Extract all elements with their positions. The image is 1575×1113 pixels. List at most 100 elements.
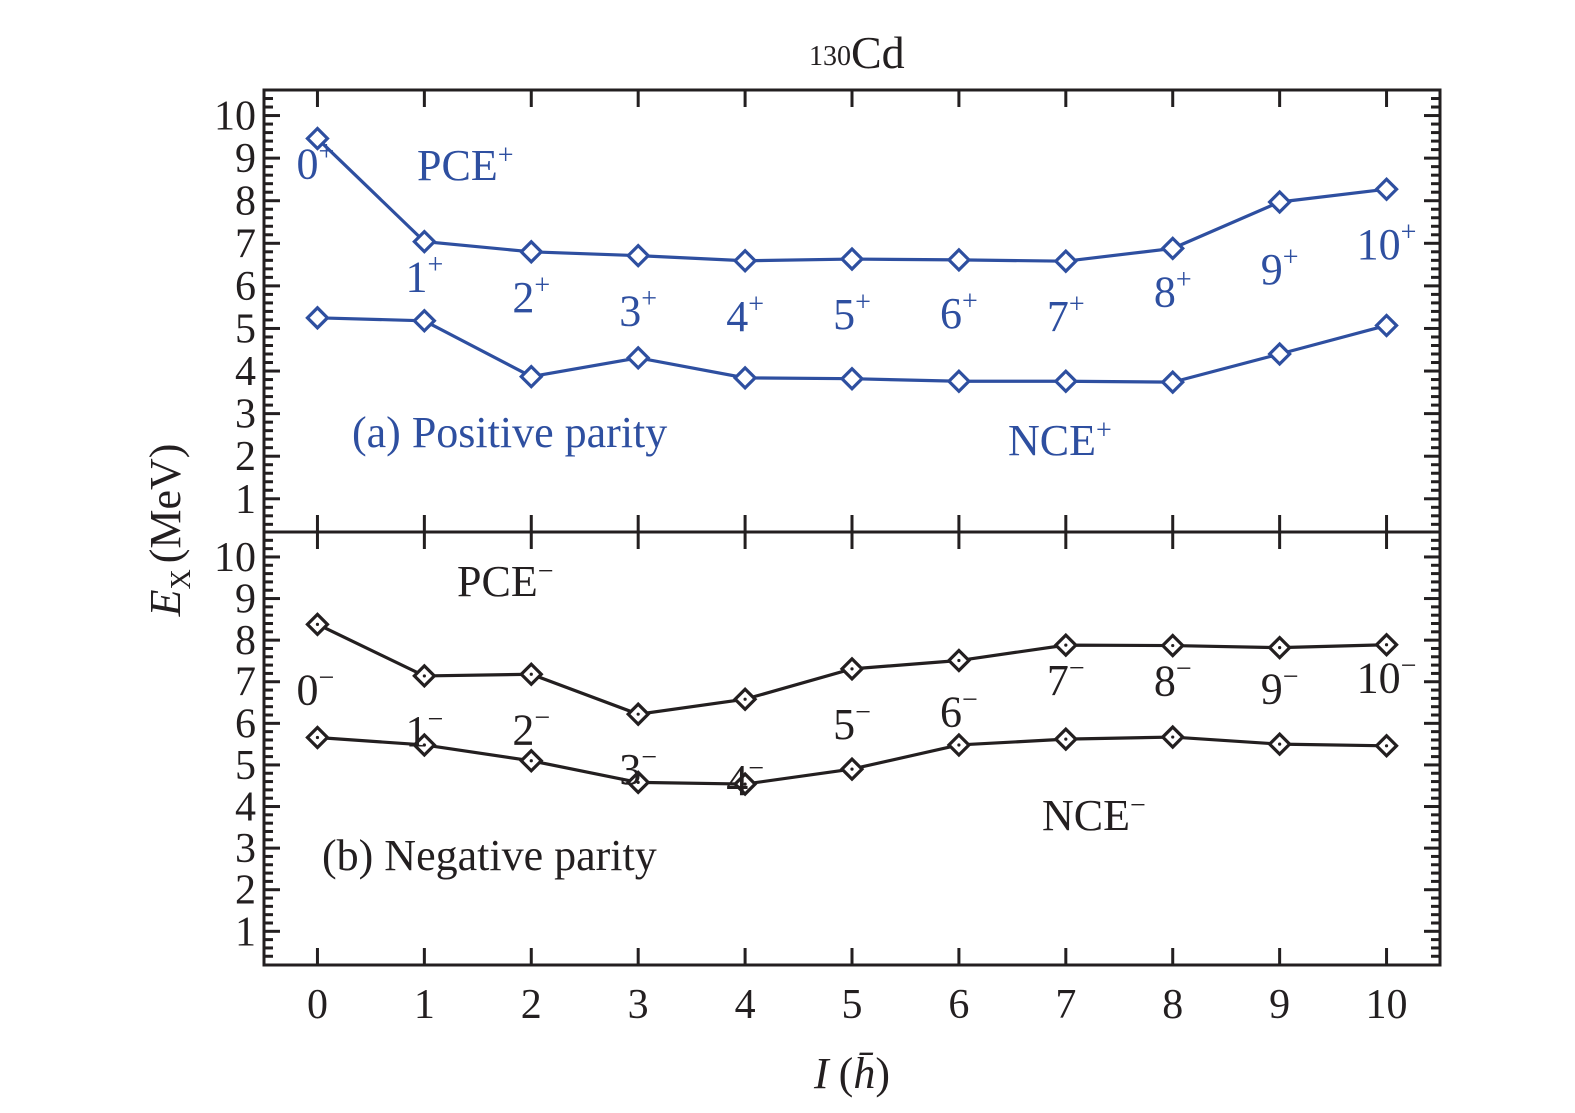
- data-point-marker: [1053, 248, 1079, 274]
- data-point-marker: [1267, 341, 1292, 367]
- title-mass-number: 130: [809, 41, 851, 72]
- data-point-center-dot: [1384, 643, 1389, 647]
- data-point-center-dot: [1278, 646, 1282, 650]
- spin-label: 2−: [512, 702, 550, 754]
- y-tick-label: 8: [235, 618, 256, 664]
- data-point-center-dot: [636, 712, 640, 716]
- x-tick-label: 9: [1269, 982, 1290, 1028]
- y-tick-label: 5: [235, 743, 256, 789]
- y-axis-label-unit: (MeV): [141, 444, 190, 564]
- spin-label: 5+: [833, 287, 871, 339]
- data-point-center-dot: [957, 658, 961, 663]
- data-point-center-dot: [1171, 735, 1175, 739]
- spin-label: 6+: [940, 286, 978, 338]
- data-point-center-dot: [636, 780, 640, 784]
- x-tick-label: 7: [1055, 982, 1076, 1028]
- series-label-nce-minus: NCE−: [1042, 790, 1146, 840]
- data-point-center-dot: [957, 743, 961, 747]
- series-pceminus: [305, 612, 1399, 727]
- x-tick-label: 0: [307, 982, 328, 1028]
- y-tick-label: 8: [235, 179, 256, 225]
- y-tick-label: 4: [235, 349, 256, 395]
- y-tick-label: 5: [235, 306, 256, 352]
- spin-label: 0+: [297, 137, 335, 189]
- x-tick-label: 4: [735, 982, 756, 1028]
- x-tick-label: 5: [842, 982, 863, 1028]
- data-point-center-dot: [422, 674, 426, 678]
- data-point-center-dot: [1384, 744, 1389, 748]
- data-point-marker: [519, 239, 544, 265]
- series-label-pce-plus: PCE+: [417, 140, 514, 190]
- x-axis-label-var: I: [813, 1049, 831, 1098]
- y-tick-label: 2: [235, 434, 256, 480]
- data-point-center-dot: [850, 767, 854, 771]
- spin-label: 2+: [512, 270, 550, 322]
- spin-label: 5−: [833, 697, 871, 749]
- y-tick-label: 3: [235, 392, 256, 438]
- y-tick-label: 7: [235, 221, 256, 267]
- data-point-center-dot: [743, 697, 747, 701]
- x-tick-label: 2: [521, 982, 542, 1028]
- panel-a-label: (a) Positive parity: [352, 408, 667, 457]
- svg-text:EX(MeV): EX (MeV): [141, 444, 197, 618]
- x-tick-label: 3: [628, 982, 649, 1028]
- data-point-marker: [305, 126, 330, 151]
- y-tick-label: 9: [235, 136, 256, 182]
- x-tick-label: 10: [1366, 982, 1408, 1028]
- y-tick-label: 4: [235, 785, 256, 831]
- data-point-center-dot: [1171, 643, 1175, 648]
- y-axis-label-sub: X: [166, 569, 197, 589]
- data-point-center-dot: [315, 735, 320, 740]
- spin-label: 10−: [1357, 651, 1417, 703]
- y-tick-label: 6: [235, 264, 256, 310]
- x-tick-label: 6: [948, 982, 969, 1028]
- spin-label: 0−: [297, 662, 335, 714]
- series-nceplus: [305, 305, 1399, 395]
- data-point-marker: [1374, 176, 1399, 202]
- x-axis-label-unit: h̄: [853, 1049, 875, 1098]
- data-point-marker: [1053, 368, 1079, 394]
- data-point-marker: [519, 364, 544, 389]
- spin-label: 9+: [1261, 242, 1299, 294]
- y-tick-label: 2: [235, 868, 256, 914]
- data-point-marker: [625, 345, 651, 371]
- data-point-marker: [625, 243, 651, 268]
- spin-label: 10+: [1357, 217, 1417, 269]
- spin-label: 7+: [1047, 289, 1085, 341]
- title-element: Cd: [851, 27, 905, 78]
- x-tick-label: 1: [414, 982, 435, 1028]
- y-tick-label: 6: [235, 701, 256, 747]
- spin-label: 3−: [619, 742, 657, 794]
- y-axis-label-var: E: [141, 589, 190, 617]
- data-point-center-dot: [315, 622, 320, 626]
- data-point-center-dot: [850, 667, 854, 671]
- data-point-marker: [1160, 369, 1185, 395]
- series-nceminus: [305, 724, 1399, 797]
- y-axis-label: EX (MeV): [141, 444, 197, 618]
- y-tick-label: 10: [214, 535, 256, 581]
- spin-label: 6−: [940, 685, 978, 737]
- data-point-center-dot: [422, 743, 426, 747]
- data-point-marker: [1267, 189, 1292, 215]
- y-tick-label: 10: [214, 94, 256, 140]
- data-point-marker: [732, 365, 758, 391]
- spin-label: 3+: [619, 284, 657, 336]
- data-point-marker: [412, 229, 437, 254]
- data-point-marker: [946, 368, 972, 394]
- spin-label: 4−: [726, 753, 764, 805]
- spin-label: 7−: [1047, 653, 1085, 705]
- data-point-center-dot: [529, 759, 533, 763]
- y-tick-label: 9: [235, 577, 256, 623]
- y-tick-label: 7: [235, 660, 256, 706]
- y-tick-label: 1: [235, 909, 256, 955]
- y-tick-label: 3: [235, 826, 256, 872]
- spin-label: 9−: [1261, 662, 1299, 714]
- data-point-marker: [732, 248, 758, 274]
- data-point-center-dot: [529, 672, 533, 676]
- spin-label: 1−: [405, 704, 443, 756]
- data-point-marker: [1160, 236, 1185, 261]
- y-tick-label: 1: [235, 477, 256, 523]
